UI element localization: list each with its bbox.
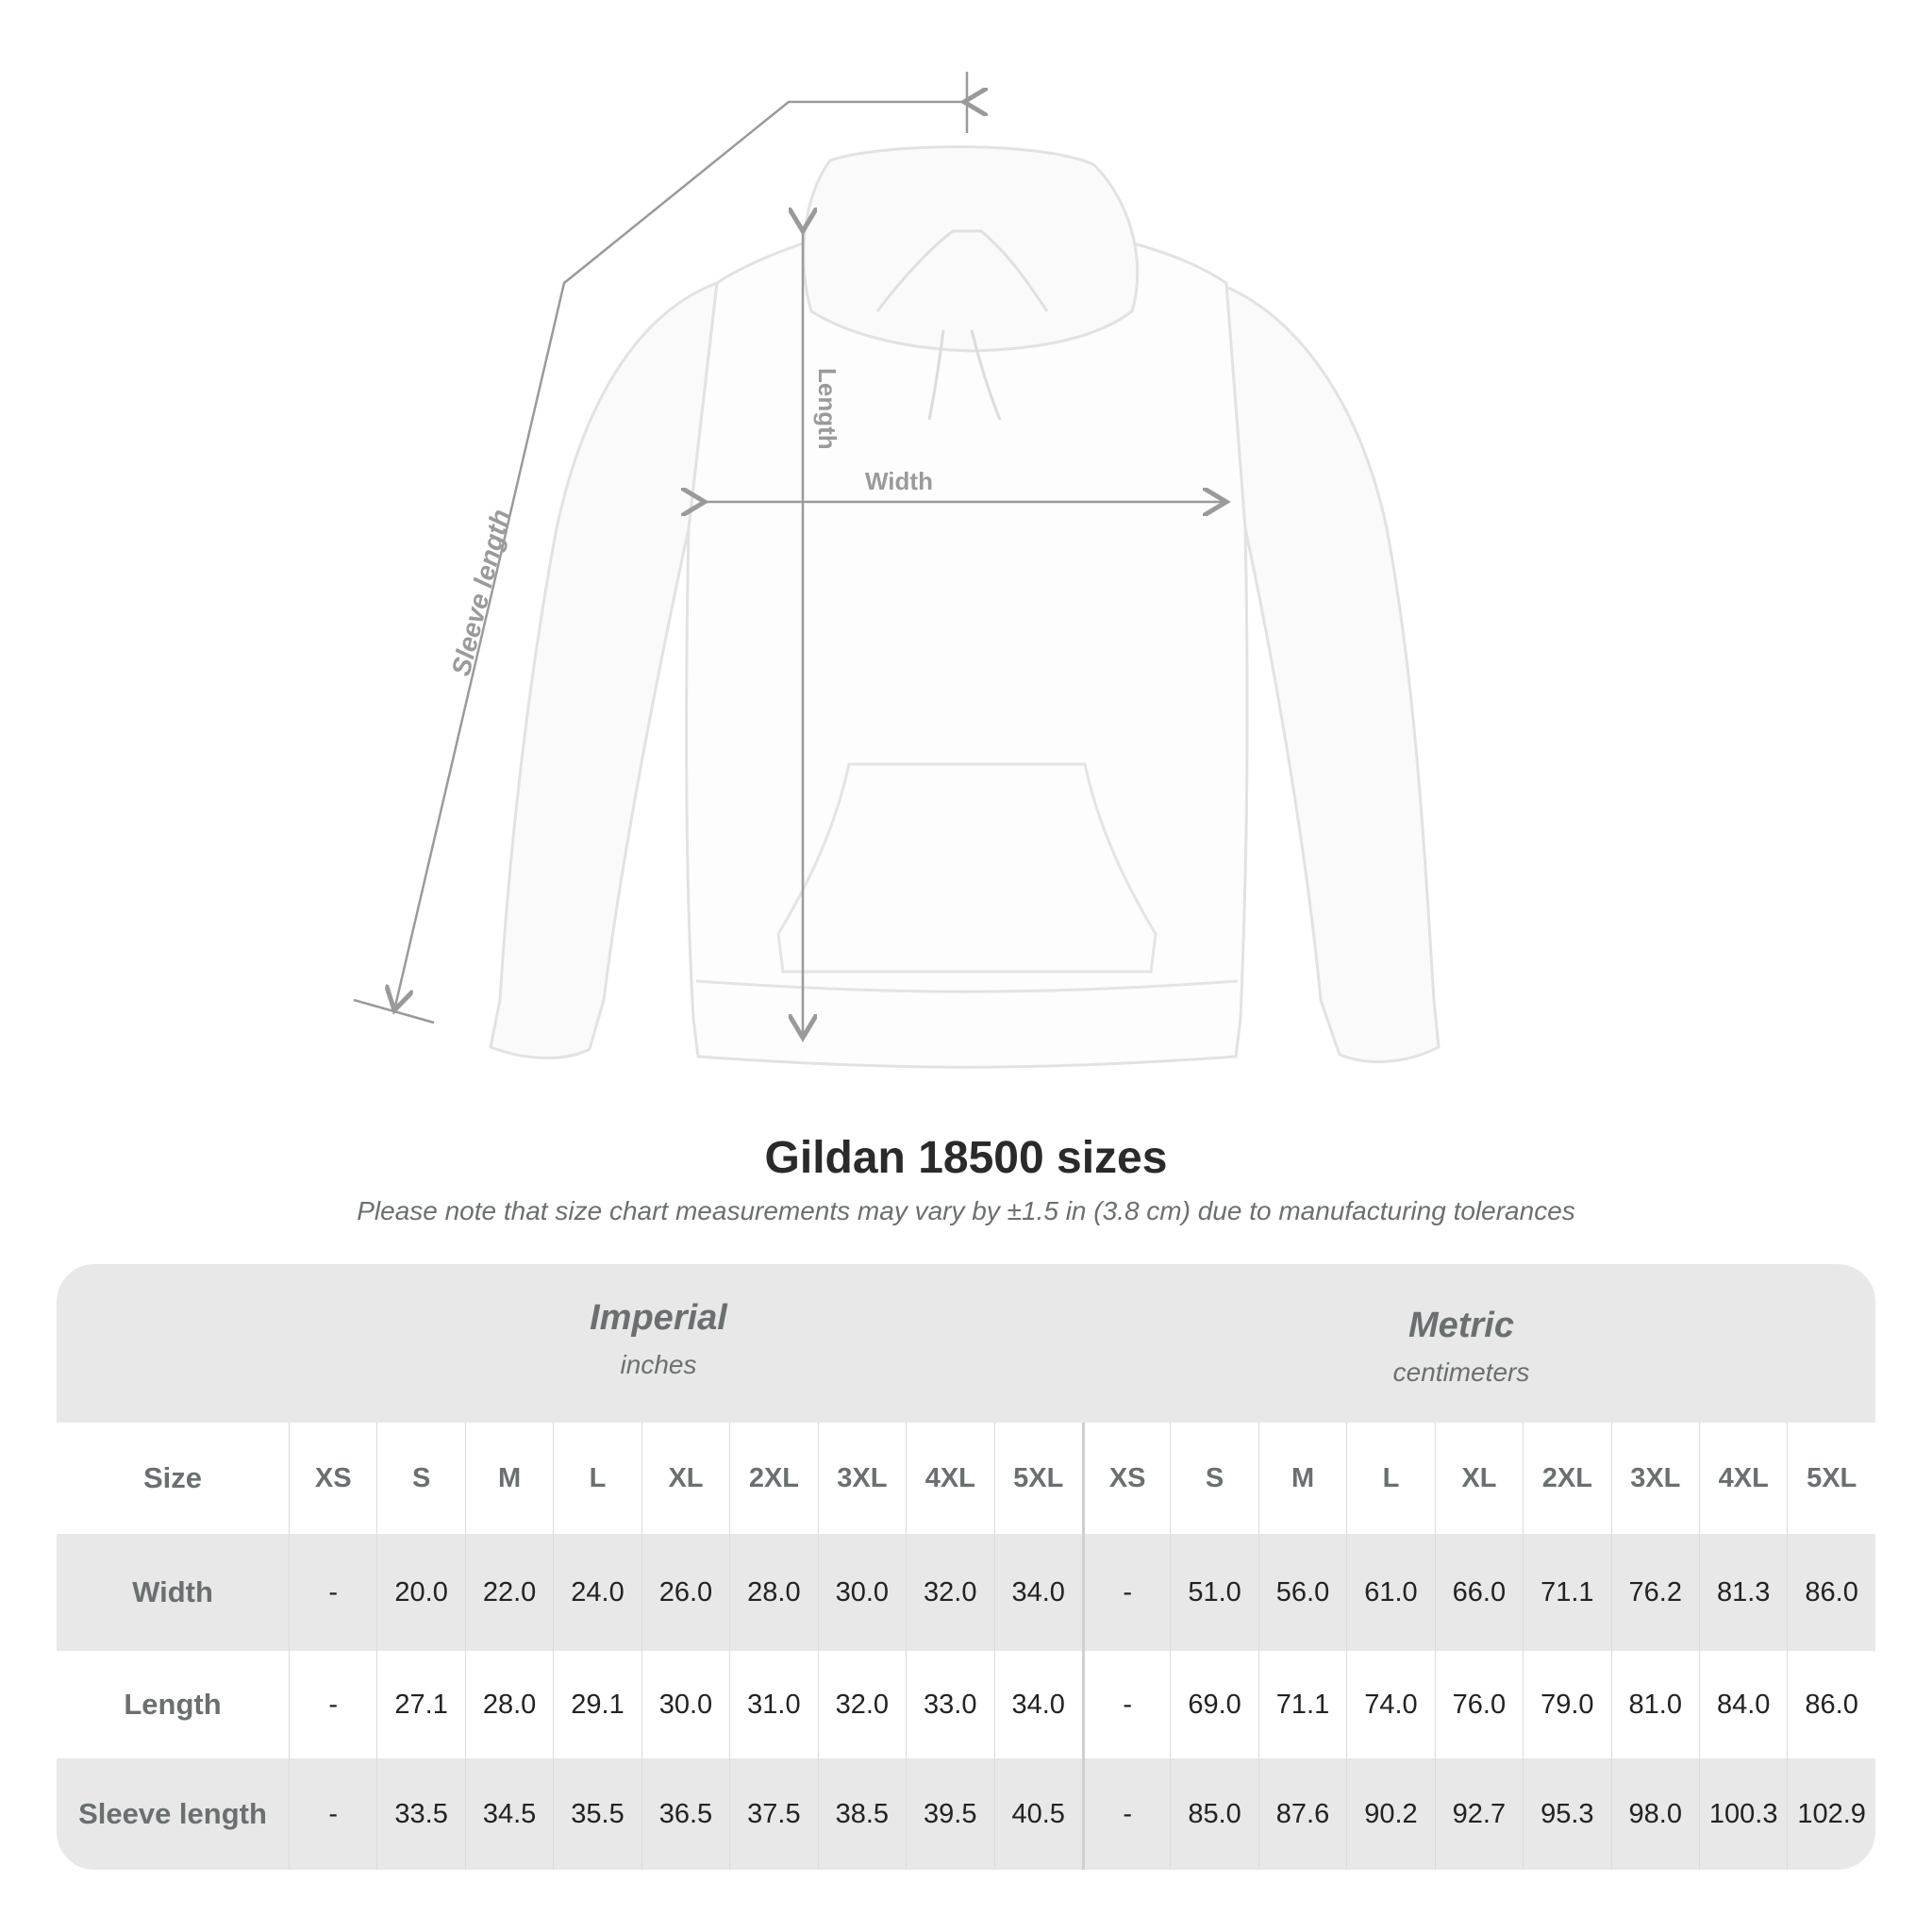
metric-value-cell: 102.9 bbox=[1787, 1758, 1874, 1870]
imperial-value-cell: 30.0 bbox=[641, 1651, 729, 1758]
imperial-value-cell: 33.0 bbox=[906, 1651, 993, 1758]
size-imperial-s: S bbox=[376, 1423, 464, 1534]
imperial-value-cell: 28.0 bbox=[464, 1651, 553, 1758]
size-table: Imperial inches Metric centimeters Size X… bbox=[57, 1264, 1875, 1870]
size-metric-l: L bbox=[1346, 1423, 1434, 1534]
metric-value-cell: 71.1 bbox=[1523, 1534, 1610, 1651]
length-label: Length bbox=[813, 368, 841, 450]
sleeve-length-line bbox=[394, 102, 964, 1010]
imperial-value-cell: 26.0 bbox=[641, 1534, 729, 1651]
table-row: Sleeve length -33.5 34.5 35.5 36.5 37.5 38.5 39… bbox=[57, 1758, 1875, 1870]
metric-value-cell: 90.2 bbox=[1346, 1758, 1434, 1870]
metric-value-cell: 92.7 bbox=[1434, 1758, 1523, 1870]
metric-value-cell: 51.0 bbox=[1170, 1534, 1257, 1651]
imperial-unit: inches bbox=[620, 1350, 697, 1379]
metric-value-cell: 86.0 bbox=[1787, 1651, 1874, 1758]
imperial-value-cell: 33.5 bbox=[376, 1758, 464, 1870]
imperial-value-cell: 36.5 bbox=[641, 1758, 729, 1870]
imperial-value-cell: 32.0 bbox=[817, 1651, 906, 1758]
metric-value-cell: 84.0 bbox=[1699, 1651, 1787, 1758]
metric-value-cell: 100.3 bbox=[1699, 1758, 1787, 1870]
metric-value-cell: 87.6 bbox=[1257, 1758, 1346, 1870]
metric-value-cell: 71.1 bbox=[1257, 1651, 1346, 1758]
page-title: Gildan 18500 sizes bbox=[764, 1133, 1168, 1183]
sleeve-bottom-tick bbox=[353, 998, 435, 1024]
metric-value-cell: 81.0 bbox=[1610, 1651, 1699, 1758]
size-metric-2xl: 2XL bbox=[1523, 1423, 1610, 1534]
imperial-value-cell: - bbox=[289, 1651, 376, 1758]
tolerance-note: Please note that size chart measurements… bbox=[357, 1196, 1575, 1225]
imperial-value-cell: 31.0 bbox=[729, 1651, 817, 1758]
metric-title: Metric bbox=[1408, 1306, 1514, 1345]
imperial-value-cell: 29.1 bbox=[553, 1651, 641, 1758]
imperial-value-cell: 35.5 bbox=[553, 1758, 641, 1870]
metric-header: Metric centimeters bbox=[1084, 1306, 1839, 1388]
table-row: Length -27.1 28.0 29.1 30.0 31.0 32.0 33.0 34.0-… bbox=[57, 1651, 1875, 1758]
metric-value-cell: 61.0 bbox=[1346, 1534, 1434, 1651]
sleeve-length-label: Sleeve length bbox=[446, 507, 516, 679]
row-label: Width bbox=[132, 1575, 213, 1608]
size-imperial-5xl: 5XL bbox=[993, 1423, 1082, 1534]
table-row: Width -20.0 22.0 24.0 26.0 28.0 30.0 32.0 34.0-5… bbox=[57, 1534, 1875, 1651]
row-label: Length bbox=[124, 1688, 222, 1721]
size-imperial-xs: XS bbox=[289, 1423, 376, 1534]
imperial-value-cell: 34.5 bbox=[464, 1758, 553, 1870]
imperial-value-cell: 37.5 bbox=[729, 1758, 817, 1870]
metric-value-cell: 56.0 bbox=[1257, 1534, 1346, 1651]
width-label: Width bbox=[865, 467, 933, 495]
size-metric-3xl: 3XL bbox=[1610, 1423, 1699, 1534]
size-imperial-3xl: 3XL bbox=[817, 1423, 906, 1534]
metric-value-cell: 81.3 bbox=[1699, 1534, 1787, 1651]
size-metric-xs: XS bbox=[1081, 1423, 1170, 1534]
size-imperial-xl: XL bbox=[641, 1423, 729, 1534]
imperial-value-cell: 38.5 bbox=[817, 1758, 906, 1870]
imperial-value-cell: 32.0 bbox=[906, 1534, 993, 1651]
metric-value-cell: - bbox=[1081, 1651, 1170, 1758]
row-label: Sleeve length bbox=[78, 1797, 267, 1830]
metric-value-cell: 86.0 bbox=[1787, 1534, 1874, 1651]
table-header-band: Imperial inches Metric centimeters bbox=[57, 1264, 1875, 1423]
imperial-value-cell: - bbox=[289, 1534, 376, 1651]
imperial-value-cell: 39.5 bbox=[906, 1758, 993, 1870]
size-imperial-2xl: 2XL bbox=[729, 1423, 817, 1534]
metric-value-cell: 66.0 bbox=[1434, 1534, 1523, 1651]
metric-value-cell: 76.2 bbox=[1610, 1534, 1699, 1651]
hoodie-image bbox=[489, 145, 1441, 1069]
size-imperial-m: M bbox=[464, 1423, 553, 1534]
size-metric-s: S bbox=[1170, 1423, 1257, 1534]
imperial-value-cell: - bbox=[289, 1758, 376, 1870]
imperial-value-cell: 34.0 bbox=[993, 1651, 1082, 1758]
metric-value-cell: - bbox=[1081, 1534, 1170, 1651]
metric-value-cell: 74.0 bbox=[1346, 1651, 1434, 1758]
size-imperial-l: L bbox=[553, 1423, 641, 1534]
metric-value-cell: 95.3 bbox=[1523, 1758, 1610, 1870]
imperial-value-cell: 30.0 bbox=[817, 1534, 906, 1651]
measurement-lines bbox=[353, 72, 1226, 1038]
imperial-value-cell: 22.0 bbox=[464, 1534, 553, 1651]
metric-value-cell: 85.0 bbox=[1170, 1758, 1257, 1870]
imperial-title: Imperial bbox=[590, 1298, 727, 1338]
size-metric-m: M bbox=[1257, 1423, 1346, 1534]
row-label-size: Size bbox=[142, 1461, 203, 1494]
imperial-value-cell: 24.0 bbox=[553, 1534, 641, 1651]
size-header-row: Size XS S M L XL 2XL 3XL 4XL 5XL XS S M L XL 2XL 3XL 4XL 5… bbox=[57, 1423, 1875, 1534]
imperial-header: Imperial inches bbox=[281, 1298, 1036, 1380]
metric-unit: centimeters bbox=[1392, 1357, 1530, 1387]
imperial-value-cell: 20.0 bbox=[376, 1534, 464, 1651]
hoodie-illustration: Length Width Sleeve length bbox=[353, 72, 1441, 1069]
size-metric-5xl: 5XL bbox=[1787, 1423, 1874, 1534]
imperial-value-cell: 34.0 bbox=[993, 1534, 1082, 1651]
metric-value-cell: 98.0 bbox=[1610, 1758, 1699, 1870]
size-imperial-4xl: 4XL bbox=[906, 1423, 993, 1534]
metric-value-cell: - bbox=[1081, 1758, 1170, 1870]
imperial-value-cell: 40.5 bbox=[993, 1758, 1082, 1870]
metric-value-cell: 76.0 bbox=[1434, 1651, 1523, 1758]
metric-value-cell: 69.0 bbox=[1170, 1651, 1257, 1758]
imperial-value-cell: 27.1 bbox=[376, 1651, 464, 1758]
size-metric-xl: XL bbox=[1434, 1423, 1523, 1534]
size-metric-4xl: 4XL bbox=[1699, 1423, 1787, 1534]
imperial-value-cell: 28.0 bbox=[729, 1534, 817, 1651]
metric-value-cell: 79.0 bbox=[1523, 1651, 1610, 1758]
